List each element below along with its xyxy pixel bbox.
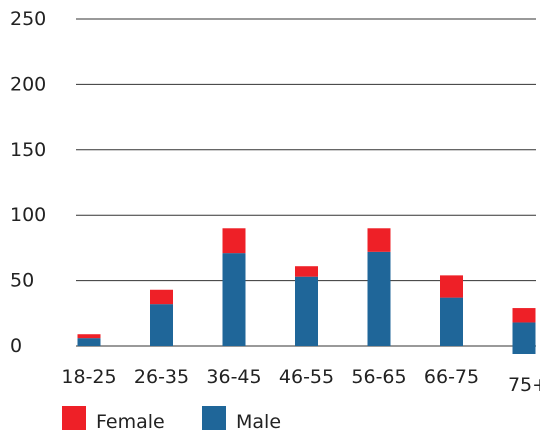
- x-tick-label: 56-65: [351, 366, 406, 388]
- bar-female: [77, 334, 101, 339]
- bar-male: [77, 338, 101, 346]
- x-tick-label: 36-45: [206, 366, 261, 388]
- x-tick-label: 46-55: [279, 366, 334, 388]
- bar-female: [512, 308, 536, 323]
- bar-female: [367, 228, 391, 252]
- x-tick-label: 66-75: [424, 366, 479, 388]
- y-tick-label: 100: [10, 204, 46, 226]
- bar-male: [222, 253, 246, 346]
- legend-swatch-male: [202, 406, 226, 430]
- bar-male: [150, 304, 173, 346]
- x-tick-label: 18-25: [61, 366, 116, 388]
- y-tick-label: 250: [10, 8, 46, 30]
- y-tick-label: 0: [10, 335, 22, 357]
- bar-female: [295, 266, 318, 277]
- legend-label-male: Male: [236, 411, 281, 433]
- bar-male: [512, 322, 536, 354]
- x-tick-label: 75+: [508, 374, 540, 396]
- bar-male: [295, 276, 318, 346]
- legend-label-female: Female: [96, 411, 165, 433]
- bar-male: [367, 251, 391, 346]
- bar-female: [150, 289, 173, 305]
- legend-swatch-female: [62, 406, 86, 430]
- y-tick-label: 200: [10, 73, 46, 95]
- bar-female: [440, 275, 463, 298]
- x-tick-label: 26-35: [134, 366, 189, 388]
- y-tick-label: 150: [10, 139, 46, 161]
- bar-female: [222, 228, 246, 254]
- bar-male: [440, 297, 463, 346]
- y-tick-label: 50: [10, 270, 34, 292]
